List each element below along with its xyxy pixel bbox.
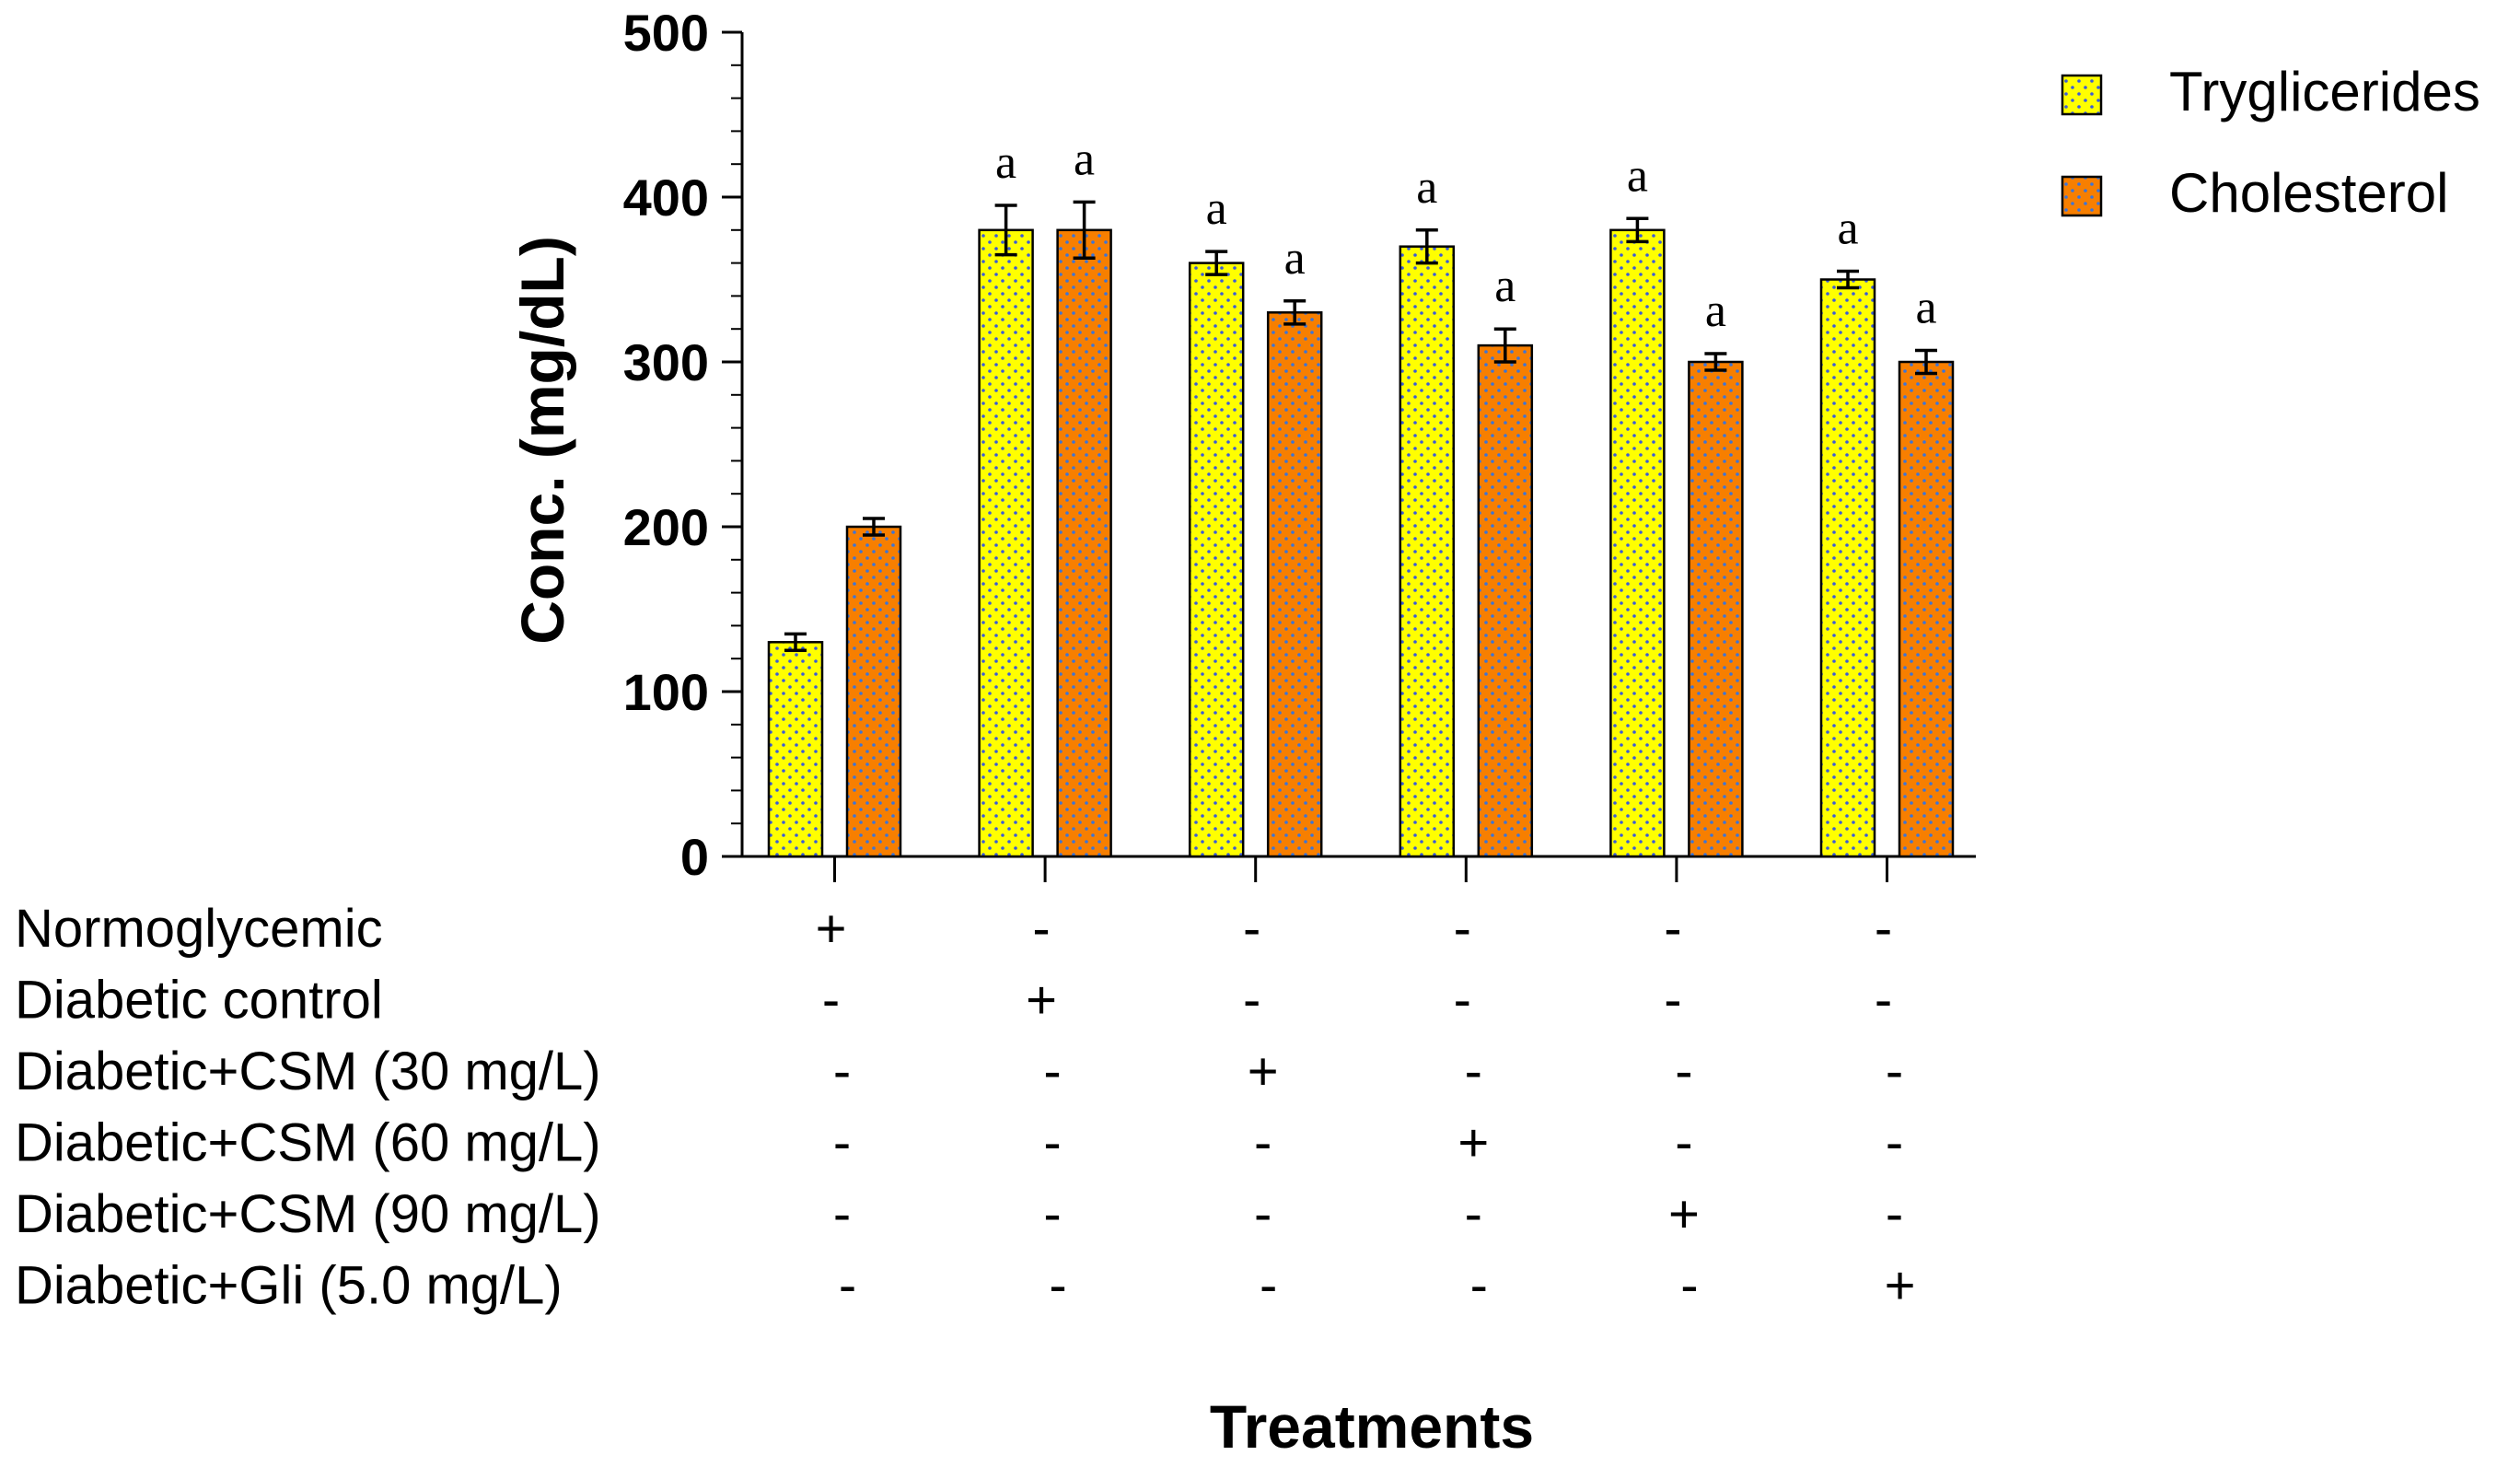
- treatment-sign: +: [1885, 1256, 1916, 1316]
- row-label: Diabetic+CSM (60 mg/L): [15, 1113, 601, 1173]
- treatment-sign: -: [1032, 899, 1050, 959]
- bar-cholesterol-4: [1477, 343, 1534, 858]
- treatment-sign: -: [1886, 1184, 1903, 1244]
- bar-tryglicerides-2: [978, 228, 1034, 858]
- legend-swatch-cholesterol: [2061, 175, 2103, 217]
- significance-label: a: [1915, 281, 1936, 333]
- y-tick-label: 0: [680, 828, 709, 886]
- treatment-sign: -: [833, 1184, 851, 1244]
- row-label: Normoglycemic: [15, 899, 383, 959]
- treatment-sign: -: [1043, 1042, 1061, 1101]
- treatment-sign: -: [1243, 971, 1260, 1030]
- treatment-sign: -: [839, 1256, 856, 1316]
- treatment-sign: -: [833, 1113, 851, 1173]
- y-tick-label: 300: [623, 333, 709, 391]
- treatment-sign: -: [1675, 1113, 1692, 1173]
- legend: Tryglicerides Cholesterol: [2061, 61, 2480, 224]
- significance-label: a: [995, 136, 1016, 189]
- y-tick-label: 400: [623, 169, 709, 227]
- treatment-sign: -: [1465, 1042, 1482, 1101]
- treatment-sign: -: [1875, 899, 1892, 959]
- treatment-sign: -: [1260, 1256, 1277, 1316]
- treatment-sign: +: [816, 899, 847, 959]
- treatment-table: Normoglycemic + - - - - - Diabetic control - + - - -…: [15, 899, 1915, 1316]
- row-label: Diabetic+CSM (90 mg/L): [15, 1184, 601, 1244]
- bar-tryglicerides-3: [1188, 262, 1245, 858]
- treatment-sign: -: [1254, 1113, 1272, 1173]
- treatment-sign: -: [1243, 899, 1260, 959]
- treatment-sign: -: [1454, 899, 1471, 959]
- row-label: Diabetic+CSM (30 mg/L): [15, 1042, 601, 1101]
- treatment-sign: -: [1043, 1113, 1061, 1173]
- treatment-sign: -: [1254, 1184, 1272, 1244]
- bars: a a a a a a a a a a: [767, 133, 1955, 858]
- x-axis-label: Treatments: [1210, 1392, 1534, 1461]
- significance-label: a: [1627, 149, 1648, 202]
- row-label: Diabetic+Gli (5.0 mg/L): [15, 1256, 563, 1316]
- bar-tryglicerides-1: [767, 641, 824, 858]
- y-tick-label: 200: [623, 498, 709, 556]
- treatment-sign: -: [1049, 1256, 1066, 1316]
- y-axis-label: Conc. (mg/dL): [508, 236, 576, 645]
- treatment-sign: -: [822, 971, 840, 1030]
- treatment-sign: -: [1875, 971, 1892, 1030]
- treatment-sign: +: [1457, 1113, 1489, 1173]
- significance-label: a: [1284, 232, 1306, 285]
- treatment-sign: -: [1470, 1256, 1488, 1316]
- bar-tryglicerides-4: [1399, 245, 1456, 858]
- treatment-sign: -: [1886, 1042, 1903, 1101]
- significance-label: a: [1206, 182, 1227, 235]
- significance-label: a: [1494, 260, 1515, 312]
- bar-tryglicerides-6: [1819, 278, 1876, 858]
- legend-label-cholesterol: Cholesterol: [2169, 162, 2449, 224]
- y-axis: 0 100 200 300 400 500: [623, 4, 744, 886]
- treatment-sign: -: [1043, 1184, 1061, 1244]
- treatment-sign: +: [1668, 1184, 1700, 1244]
- treatment-sign: +: [1026, 971, 1057, 1030]
- significance-label: a: [1705, 285, 1726, 337]
- treatment-sign: -: [1664, 899, 1681, 959]
- treatment-sign: -: [1664, 971, 1681, 1030]
- legend-label-tryglicerides: Tryglicerides: [2169, 61, 2480, 122]
- bar-cholesterol-3: [1266, 311, 1323, 858]
- significance-label: a: [1074, 133, 1095, 185]
- bar-cholesterol-1: [845, 525, 902, 858]
- treatment-sign: -: [1454, 971, 1471, 1030]
- row-label: Diabetic control: [15, 971, 383, 1030]
- treatment-sign: -: [1680, 1256, 1698, 1316]
- treatment-sign: -: [1886, 1113, 1903, 1173]
- treatment-sign: -: [1675, 1042, 1692, 1101]
- bar-cholesterol-6: [1898, 360, 1955, 858]
- bar-cholesterol-2: [1056, 228, 1112, 858]
- treatment-sign: -: [1465, 1184, 1482, 1244]
- treatment-sign: -: [833, 1042, 851, 1101]
- legend-swatch-tryglicerides: [2061, 74, 2103, 116]
- treatment-sign: +: [1248, 1042, 1279, 1101]
- y-tick-label: 100: [623, 663, 709, 721]
- significance-label: a: [1416, 161, 1437, 214]
- x-axis: [742, 855, 1976, 882]
- bar-cholesterol-5: [1688, 360, 1744, 858]
- y-tick-label: 500: [623, 4, 709, 62]
- bar-tryglicerides-5: [1609, 228, 1666, 858]
- significance-label: a: [1837, 203, 1858, 255]
